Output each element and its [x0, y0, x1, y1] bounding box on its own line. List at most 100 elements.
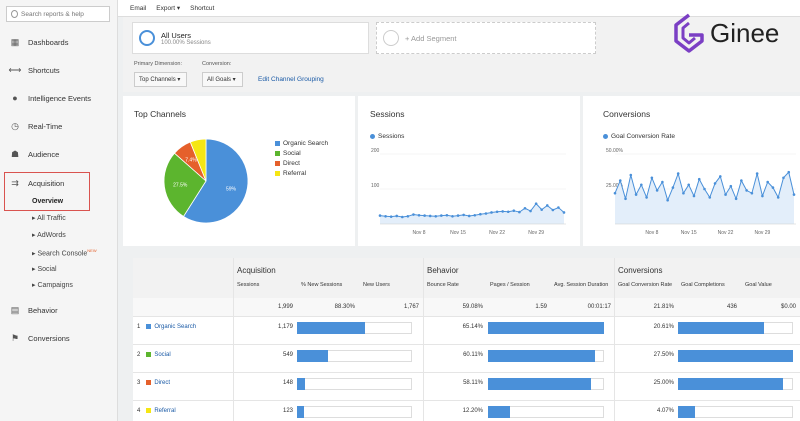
data-point[interactable]: [534, 202, 538, 205]
data-point[interactable]: [687, 183, 691, 187]
data-point[interactable]: [740, 179, 743, 182]
column-header[interactable]: Sessions: [237, 282, 260, 288]
column-header[interactable]: Goal Conversion Rate: [618, 282, 673, 288]
data-point[interactable]: [655, 189, 659, 192]
data-point[interactable]: [761, 194, 764, 198]
data-point[interactable]: [501, 210, 504, 213]
data-point[interactable]: [618, 179, 622, 182]
channel-link[interactable]: Social: [154, 352, 171, 359]
column-header[interactable]: % New Sessions: [301, 282, 343, 288]
data-point[interactable]: [562, 211, 566, 214]
data-point[interactable]: [640, 183, 643, 187]
edit-channel-grouping-link[interactable]: Edit Channel Grouping: [258, 76, 324, 83]
data-point[interactable]: [697, 177, 701, 181]
segment-all-users[interactable]: All Users 100.00% Sessions: [132, 22, 369, 54]
data-point[interactable]: [776, 196, 780, 199]
data-point[interactable]: [479, 212, 482, 216]
sidebar-item-behavior[interactable]: ▤ Behavior: [0, 300, 118, 320]
sidebar-item-shortcuts[interactable]: ⟷ Shortcuts: [0, 60, 118, 80]
data-point[interactable]: [401, 215, 404, 219]
data-point[interactable]: [412, 213, 415, 216]
sidebar-item-audience[interactable]: ☗ Audience: [0, 144, 118, 164]
data-point[interactable]: [451, 215, 454, 218]
data-point[interactable]: [484, 212, 488, 215]
pie-slice-organic-search[interactable]: [182, 138, 249, 224]
column-header[interactable]: Pages / Session: [490, 282, 530, 288]
data-point[interactable]: [629, 173, 633, 177]
column-header[interactable]: Goal Value: [745, 282, 772, 288]
data-point[interactable]: [624, 197, 627, 201]
data-point[interactable]: [645, 196, 648, 199]
sidebar-subitem-social[interactable]: ▸ Social: [32, 266, 57, 273]
sidebar-item-realtime[interactable]: ◷ Real-Time: [0, 116, 118, 136]
data-point[interactable]: [395, 214, 399, 218]
data-point[interactable]: [445, 213, 449, 217]
search-input[interactable]: [21, 10, 109, 18]
data-point[interactable]: [634, 193, 638, 196]
column-header[interactable]: Avg. Session Duration: [554, 282, 609, 288]
column-header[interactable]: Bounce Rate: [427, 282, 459, 288]
column-header[interactable]: New Users: [363, 282, 390, 288]
data-point[interactable]: [406, 215, 410, 218]
data-point[interactable]: [456, 214, 460, 217]
data-point[interactable]: [750, 191, 754, 195]
data-point[interactable]: [671, 186, 675, 189]
data-point[interactable]: [473, 213, 477, 217]
email-button[interactable]: Email: [130, 4, 147, 12]
data-point[interactable]: [518, 210, 521, 214]
data-point[interactable]: [428, 214, 432, 218]
sidebar-item-overview[interactable]: Overview: [32, 198, 64, 205]
data-point[interactable]: [755, 172, 759, 175]
data-point[interactable]: [708, 196, 712, 199]
sidebar-subitem-adwords[interactable]: ▸ AdWords: [32, 232, 66, 239]
sidebar-subitem-campaigns[interactable]: ▸ Campaigns: [32, 282, 73, 289]
sidebar-item-acquisition[interactable]: ⇉ Acquisition: [0, 173, 118, 193]
sidebar-subitem-all-traffic[interactable]: ▸ All Traffic: [32, 215, 66, 222]
data-point[interactable]: [423, 214, 426, 217]
data-point[interactable]: [792, 193, 796, 196]
data-point[interactable]: [729, 184, 733, 188]
data-point[interactable]: [713, 182, 717, 185]
data-point[interactable]: [734, 197, 738, 201]
data-point[interactable]: [718, 175, 722, 178]
export-button[interactable]: Export ▾: [156, 5, 181, 12]
sidebar-item-dashboards[interactable]: ▦ Dashboards: [0, 32, 118, 52]
data-point[interactable]: [692, 194, 696, 198]
data-point[interactable]: [490, 211, 493, 214]
data-point[interactable]: [417, 213, 421, 217]
pie-slice-social[interactable]: [163, 152, 207, 218]
channel-link[interactable]: Direct: [154, 380, 171, 387]
data-point[interactable]: [545, 204, 549, 207]
data-point[interactable]: [782, 176, 785, 180]
data-point[interactable]: [703, 187, 706, 191]
pie-slice-referral[interactable]: [189, 138, 207, 182]
channel-link[interactable]: Referral: [154, 408, 176, 415]
data-point[interactable]: [766, 180, 769, 184]
data-point[interactable]: [384, 215, 387, 218]
conversion-select[interactable]: All Goals ▾: [202, 72, 243, 87]
data-point[interactable]: [551, 208, 555, 212]
data-point[interactable]: [440, 214, 443, 217]
sidebar-item-conversions[interactable]: ⚑ Conversions: [0, 328, 118, 348]
shortcut-button[interactable]: Shortcut: [190, 4, 215, 12]
data-point[interactable]: [666, 198, 669, 202]
data-point[interactable]: [512, 209, 516, 212]
data-point[interactable]: [523, 206, 527, 210]
data-point[interactable]: [529, 209, 532, 213]
data-point[interactable]: [378, 214, 382, 217]
data-point[interactable]: [745, 189, 748, 192]
data-point[interactable]: [467, 214, 471, 218]
data-point[interactable]: [676, 172, 680, 175]
primary-dimension-select[interactable]: Top Channels ▾: [134, 72, 187, 87]
add-segment-button[interactable]: + Add Segment: [376, 22, 596, 54]
data-point[interactable]: [495, 210, 499, 214]
data-point[interactable]: [682, 191, 685, 195]
data-point[interactable]: [540, 208, 543, 211]
data-point[interactable]: [724, 193, 727, 196]
data-point[interactable]: [389, 215, 393, 218]
data-point[interactable]: [434, 215, 438, 218]
data-point[interactable]: [650, 176, 654, 180]
data-point[interactable]: [771, 186, 775, 189]
channel-link[interactable]: Organic Search: [154, 324, 197, 331]
data-point[interactable]: [557, 206, 560, 209]
